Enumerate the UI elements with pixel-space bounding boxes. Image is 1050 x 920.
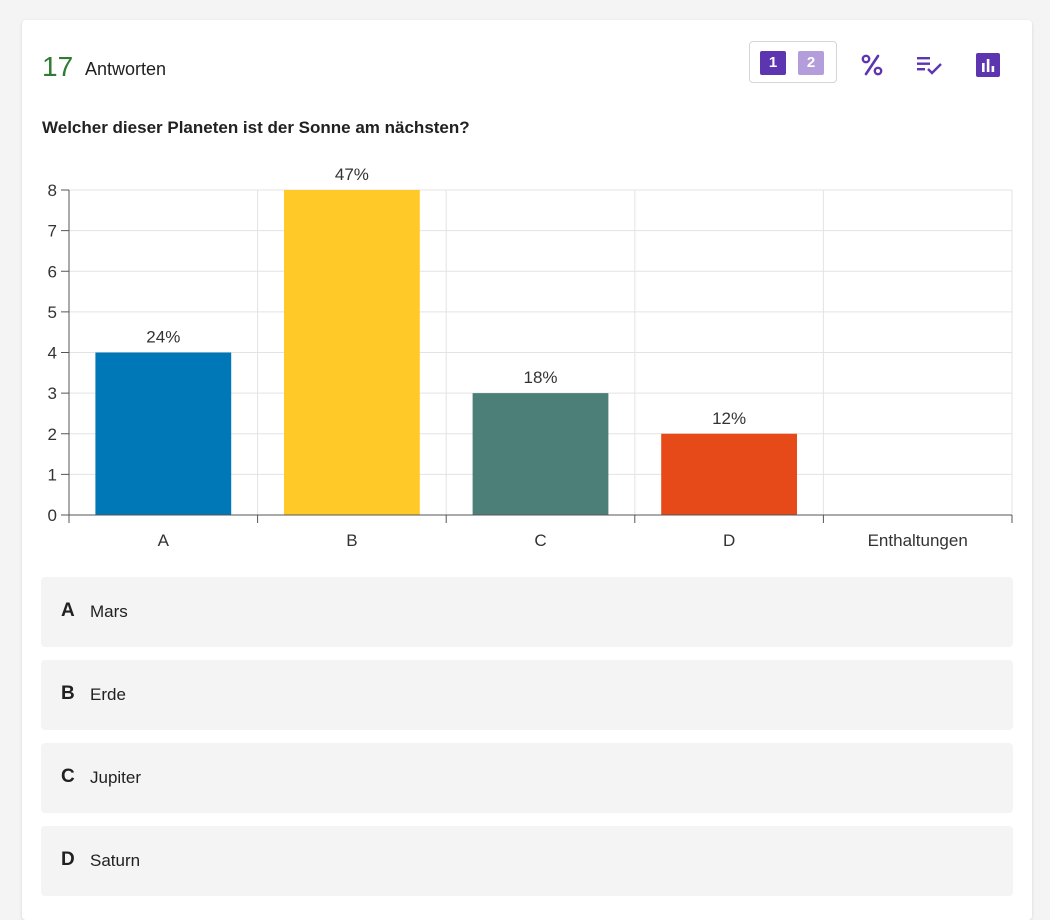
x-tick-label: D [723, 531, 735, 550]
bar-data-label: 47% [335, 165, 369, 184]
y-tick-label: 0 [48, 506, 57, 525]
answer-letter: D [61, 849, 75, 870]
y-tick-label: 6 [48, 262, 57, 281]
bar-d [661, 433, 797, 515]
x-tick-label: C [534, 531, 546, 550]
y-tick-label: 5 [48, 303, 57, 322]
round-1-button[interactable]: 1 [760, 51, 786, 75]
y-tick-label: 4 [48, 344, 57, 363]
bar-b [284, 190, 420, 515]
answer-letter: C [61, 766, 75, 787]
results-card: 17 Antworten 1 2 Welcher dieser Planeten… [22, 20, 1032, 920]
y-tick-label: 8 [48, 181, 57, 200]
y-tick-label: 7 [48, 222, 57, 241]
bar-chart-icon[interactable] [974, 51, 1002, 79]
results-chart: 24% 47% 18% 12% 0 1 2 3 4 5 6 7 8 A B C D Enthaltungen [48, 165, 1013, 550]
response-count-label: Antworten [85, 59, 167, 79]
percent-icon[interactable] [858, 51, 886, 79]
question-text: Welcher dieser Planeten ist der Sonne am… [42, 118, 470, 137]
answer-text: Saturn [90, 851, 141, 870]
y-tick-label: 1 [48, 465, 57, 484]
answer-letter: A [61, 600, 75, 621]
answer-option-d: D Saturn [41, 826, 1013, 896]
answer-letter: B [61, 683, 75, 704]
bar-data-label: 18% [523, 368, 557, 387]
answer-option-a: A Mars [41, 577, 1013, 647]
answer-text: Mars [90, 602, 128, 621]
bar-a [95, 352, 232, 515]
answer-option-b: B Erde [41, 660, 1013, 730]
answer-text: Jupiter [90, 768, 142, 787]
round-toggle: 1 2 [749, 41, 837, 83]
response-count: 17 [42, 51, 74, 82]
chart-bars: 24% 47% 18% 12% [95, 165, 797, 515]
bar-data-label: 12% [712, 409, 746, 428]
chart-axes: 0 1 2 3 4 5 6 7 8 A B C D Enthaltungen [48, 181, 1013, 550]
answer-option-c: C Jupiter [41, 743, 1013, 813]
y-tick-label: 2 [48, 425, 57, 444]
x-tick-label: Enthaltungen [868, 531, 968, 550]
bar-c [472, 393, 609, 515]
y-tick-label: 3 [48, 384, 57, 403]
x-tick-label: A [158, 531, 170, 550]
checklist-icon[interactable] [915, 51, 943, 79]
round-2-button[interactable]: 2 [798, 51, 824, 75]
bar-data-label: 24% [146, 328, 180, 347]
answer-text: Erde [90, 685, 126, 704]
x-tick-label: B [346, 531, 357, 550]
